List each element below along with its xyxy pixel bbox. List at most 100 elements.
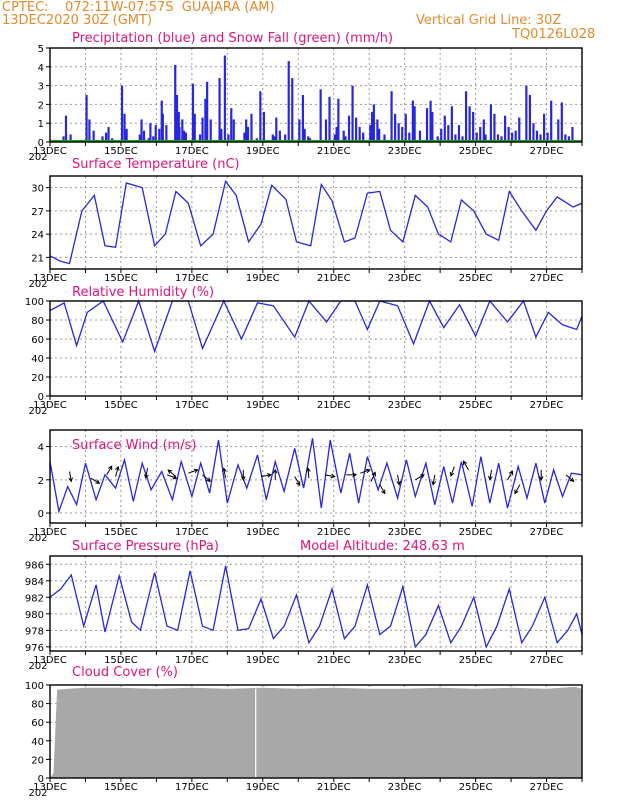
precip-bar (507, 126, 510, 142)
y-tick-label: 2 (38, 100, 44, 111)
wind-vector-head (68, 477, 73, 483)
y-tick-label: 982 (25, 593, 44, 604)
y-tick-label: 4 (38, 63, 44, 74)
precip-bar (369, 125, 372, 142)
y-tick-label: 984 (25, 577, 44, 588)
vertical-grid-note: Vertical Grid Line: 30Z (416, 13, 562, 28)
precip-bar (372, 104, 375, 142)
precip-bar (123, 113, 126, 142)
y-tick-label: 976 (25, 643, 44, 654)
wind-vector-head (115, 465, 120, 471)
precip-bar (227, 134, 230, 142)
panel-title: Surface Wind (m/s) (72, 438, 196, 453)
precip-bar (347, 115, 351, 142)
x-year-label: 202 (28, 788, 47, 799)
wind-vector (489, 469, 493, 480)
wind-vector (202, 474, 211, 482)
precip-bar (457, 125, 461, 142)
x-tick-label: 19DEC (246, 655, 280, 666)
x-tick-label: 27DEC (530, 146, 564, 157)
precip-bar (198, 134, 202, 142)
wind-vector (565, 474, 575, 482)
wind-vector (463, 460, 469, 471)
x-tick-label: 27DEC (530, 527, 564, 538)
precip-bar (259, 91, 262, 142)
wind-vector-head (206, 477, 212, 482)
precip-bar (378, 128, 381, 142)
precip-bar (175, 95, 179, 142)
wind-vector (167, 469, 177, 477)
precip-bar (303, 128, 306, 142)
precip-bar (355, 117, 358, 142)
x-year-label: 202 (28, 279, 47, 290)
panel-annotation: Model Altitude: 248.63 m (300, 539, 465, 554)
y-tick-label: 978 (25, 626, 44, 637)
precip-bar (464, 91, 468, 142)
precip-bar (431, 111, 434, 142)
precip-bar (564, 134, 567, 142)
wind-vector (307, 468, 310, 479)
series-line (49, 299, 583, 354)
precip-bar (362, 132, 365, 142)
precip-bar (307, 136, 310, 142)
precip-bar (461, 136, 464, 142)
precip-bar (401, 126, 404, 142)
precip-bar (383, 134, 386, 142)
precip-bar (191, 83, 195, 142)
x-tick-label: 25DEC (459, 527, 493, 538)
x-tick-label: 15DEC (104, 146, 138, 157)
precip-bar (344, 136, 347, 142)
x-tick-label: 15DEC (104, 273, 138, 284)
x-tick-label: 19DEC (246, 400, 280, 411)
y-tick-label: 100 (25, 297, 44, 308)
y-tick-label: 0 (38, 392, 44, 403)
precip-bar (262, 111, 265, 142)
wind-vector-head (508, 470, 514, 476)
panel-title: Surface Pressure (hPa) (72, 539, 219, 554)
precip-bar (358, 126, 361, 142)
y-tick-label: 0 (38, 138, 44, 149)
panel-title: Cloud Cover (%) (72, 665, 178, 680)
x-tick-label: 27DEC (530, 400, 564, 411)
precip-bar (479, 126, 482, 142)
precip-bar (193, 113, 196, 142)
wind-vector-head (462, 460, 468, 466)
x-tick-label: 15DEC (104, 527, 138, 538)
y-tick-label: 100 (25, 681, 44, 692)
x-tick-label: 23DEC (388, 146, 422, 157)
wind-vector-head (193, 468, 199, 474)
y-tick-label: 60 (31, 335, 44, 346)
precip-bar (154, 125, 157, 142)
precip-bar (181, 119, 184, 142)
precip-bar (528, 95, 531, 142)
wind-vector (514, 484, 521, 494)
series-line (49, 179, 583, 265)
precip-bar (178, 126, 181, 142)
series-line (49, 565, 583, 649)
precip-bar (425, 108, 429, 142)
precip-bar (443, 115, 446, 142)
precip-bar (291, 78, 294, 142)
precip-bar (220, 128, 223, 142)
x-tick-label: 17DEC (175, 146, 209, 157)
wind-vector (324, 474, 335, 478)
wind-vector-head (352, 472, 358, 478)
precip-bar (436, 136, 439, 142)
precip-bar (525, 85, 528, 142)
precip-bar (468, 106, 471, 142)
precip-bar (107, 126, 110, 142)
precip-bar (567, 136, 571, 142)
wind-vector (507, 470, 513, 481)
x-tick-label: 13DEC (33, 655, 67, 666)
precip-bar (319, 89, 322, 142)
wind-vector-head (431, 480, 436, 486)
precip-bar (138, 134, 141, 142)
y-tick-label: 80 (31, 316, 44, 327)
wind-vector-head (381, 489, 386, 495)
wind-vector-head (538, 476, 544, 481)
x-tick-label: 13DEC (33, 782, 67, 793)
x-tick-label: 13DEC (33, 146, 67, 157)
wind-vector (432, 474, 436, 485)
wind-vector (397, 474, 400, 485)
station-header: CPTEC: 072:11W-07:57S GUAJARA (AM) (2, 0, 275, 15)
